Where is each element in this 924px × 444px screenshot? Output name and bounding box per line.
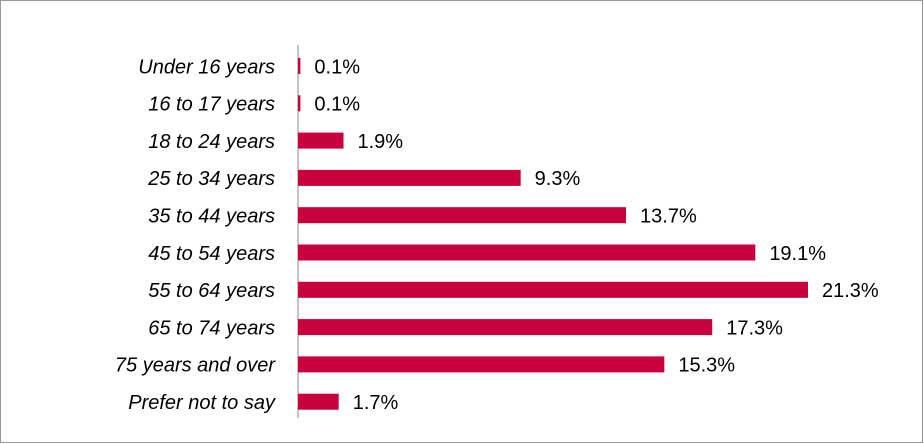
category-label: 75 years and over <box>115 355 276 377</box>
bar <box>298 169 521 186</box>
category-label: 65 to 74 years <box>148 317 275 339</box>
value-label: 17.3% <box>726 317 783 339</box>
value-label: 1.9% <box>357 131 403 153</box>
value-label: 15.3% <box>678 355 735 377</box>
bar <box>298 95 301 112</box>
bar <box>298 207 627 224</box>
category-label: Under 16 years <box>138 56 275 78</box>
value-label: 19.1% <box>769 243 826 265</box>
category-label: 16 to 17 years <box>148 94 275 116</box>
bar <box>298 319 713 336</box>
bar <box>298 393 339 410</box>
bar <box>298 132 344 149</box>
bar <box>298 281 808 298</box>
category-label: 45 to 54 years <box>148 243 275 265</box>
category-label: 25 to 34 years <box>147 168 275 190</box>
value-label: 9.3% <box>535 168 581 190</box>
value-label: 21.3% <box>822 280 879 302</box>
category-label: 55 to 64 years <box>148 280 275 302</box>
category-label: 18 to 24 years <box>148 131 275 153</box>
bar <box>298 58 301 74</box>
value-label: 0.1% <box>314 94 360 116</box>
value-label: 1.7% <box>353 392 399 414</box>
value-label: 0.1% <box>314 56 360 78</box>
bar <box>298 356 665 373</box>
category-label: Prefer not to say <box>128 392 276 414</box>
category-label: 35 to 44 years <box>148 205 275 227</box>
bar <box>298 244 756 261</box>
value-label: 13.7% <box>640 205 697 227</box>
